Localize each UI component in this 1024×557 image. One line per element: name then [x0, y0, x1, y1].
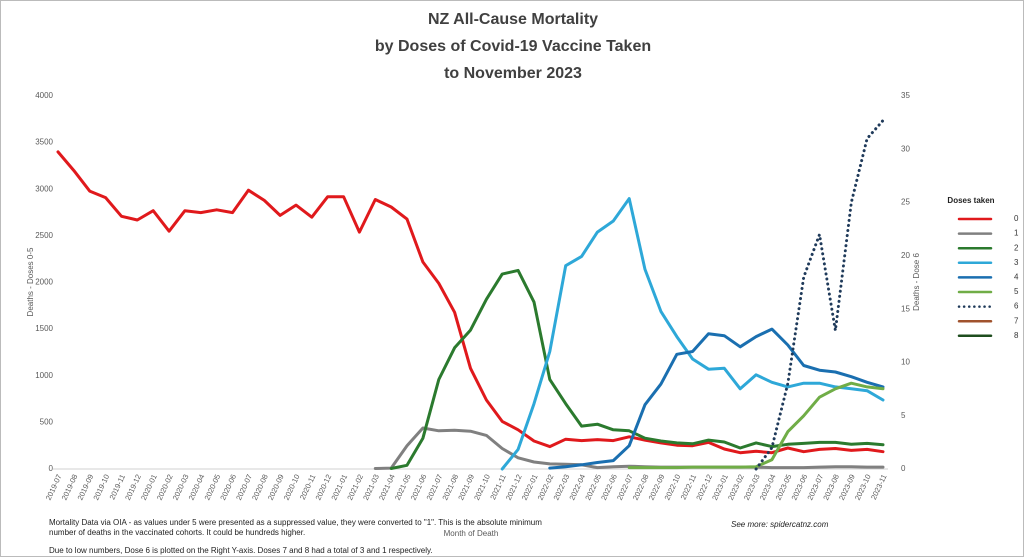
y-tick-label: 3500 [35, 138, 53, 147]
legend-label: 1 [1014, 229, 1019, 238]
y-tick-label: 0 [49, 464, 54, 473]
series-line [389, 268, 885, 470]
y-tick-label: 2500 [35, 231, 53, 240]
legend-label: 8 [1014, 331, 1019, 340]
y-tick-label: 500 [40, 417, 54, 426]
y2-tick-label: 0 [901, 464, 906, 473]
legend-label: 7 [1014, 316, 1019, 325]
y-tick-label: 1500 [35, 324, 53, 333]
y-tick-label: 4000 [35, 91, 53, 100]
legend-label: 4 [1014, 273, 1019, 282]
chart-title: by Doses of Covid-19 Vaccine Taken [375, 38, 651, 55]
legend-label: 6 [1014, 302, 1019, 311]
legend-label: 3 [1014, 258, 1019, 267]
y2-tick-label: 25 [901, 198, 910, 207]
legend-label: 2 [1014, 243, 1019, 252]
source-note: See more: spidercatnz.com [731, 520, 829, 529]
legend-title: Doses taken [947, 196, 994, 205]
x-axis-label: Month of Death [444, 529, 499, 538]
y2-tick-label: 5 [901, 411, 906, 420]
y2-tick-label: 20 [901, 251, 910, 260]
y-tick-label: 2000 [35, 278, 53, 287]
y-axis-label: Deaths - Doses 0-5 [26, 247, 35, 316]
series-line [754, 119, 885, 471]
footnote: Due to low numbers, Dose 6 is plotted on… [49, 546, 433, 555]
chart-title: NZ All-Cause Mortality [428, 11, 598, 28]
y2-tick-label: 30 [901, 144, 910, 153]
y2-axis-label: Deaths - Dose 6 [912, 253, 921, 311]
y2-tick-label: 10 [901, 358, 910, 367]
y2-tick-label: 35 [901, 91, 910, 100]
legend-label: 5 [1014, 287, 1019, 296]
series-line [627, 381, 885, 470]
series-line [500, 197, 885, 471]
y-tick-label: 1000 [35, 371, 53, 380]
series-line [373, 426, 885, 470]
series-line [548, 327, 885, 470]
y-tick-label: 3000 [35, 184, 53, 193]
y2-tick-label: 15 [901, 304, 910, 313]
series-line [56, 150, 885, 455]
footnote: Mortality Data via OIA - as values under… [49, 518, 542, 537]
legend-label: 0 [1014, 214, 1019, 223]
chart-title: to November 2023 [444, 65, 582, 82]
